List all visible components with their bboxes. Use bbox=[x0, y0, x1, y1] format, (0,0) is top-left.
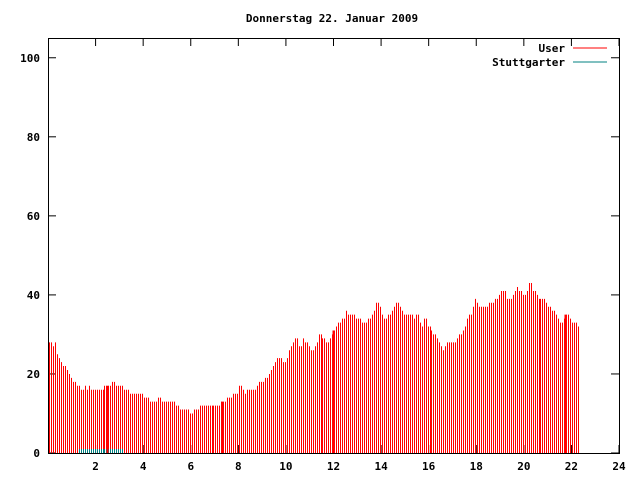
series-stuttgarter-bars bbox=[79, 449, 123, 453]
x-tick-label: 10 bbox=[279, 460, 292, 473]
x-tick-label: 24 bbox=[612, 460, 626, 473]
y-tick-label: 100 bbox=[20, 52, 40, 65]
x-tick-label: 2 bbox=[92, 460, 99, 473]
x-tick-label: 18 bbox=[470, 460, 483, 473]
chart-title: Donnerstag 22. Januar 2009 bbox=[246, 12, 418, 25]
x-tick-label: 6 bbox=[187, 460, 194, 473]
y-tick-label: 80 bbox=[27, 131, 40, 144]
y-tick-label: 40 bbox=[27, 289, 40, 302]
x-tick-label: 4 bbox=[140, 460, 147, 473]
x-tick-label: 20 bbox=[517, 460, 530, 473]
y-tick-label: 60 bbox=[27, 210, 40, 223]
legend-label-user: User bbox=[539, 42, 566, 55]
series-user-bars bbox=[49, 283, 579, 453]
x-tick-label: 14 bbox=[374, 460, 388, 473]
y-tick-label: 0 bbox=[33, 447, 40, 460]
highlight-lines bbox=[106, 314, 567, 453]
legend-label-stuttgarter: Stuttgarter bbox=[492, 56, 565, 69]
legend: User Stuttgarter bbox=[492, 42, 607, 69]
x-tick-label: 12 bbox=[327, 460, 340, 473]
x-tick-label: 22 bbox=[565, 460, 578, 473]
y-tick-label: 20 bbox=[27, 368, 40, 381]
x-tick-label: 16 bbox=[422, 460, 436, 473]
y-axis: 0 20 40 60 80 100 bbox=[20, 52, 619, 460]
x-tick-label: 8 bbox=[235, 460, 242, 473]
